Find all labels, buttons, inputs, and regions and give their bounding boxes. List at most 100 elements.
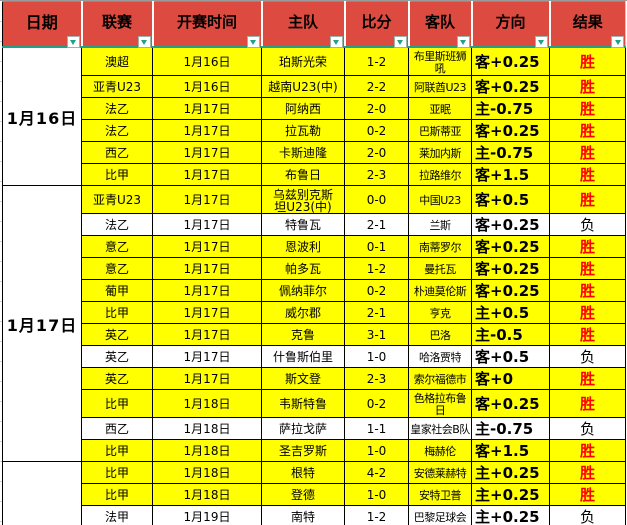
cell-result[interactable]: 胜	[549, 141, 626, 164]
cell-result[interactable]: 胜	[549, 257, 626, 280]
cell-away[interactable]: 中国U23	[408, 185, 472, 214]
cell-home[interactable]: 越南U23(中)	[261, 75, 345, 98]
cell-result[interactable]: 胜	[549, 235, 626, 258]
cell-time[interactable]: 1月17日	[152, 367, 262, 390]
cell-direction[interactable]: 主-0.5	[471, 323, 550, 346]
cell-league[interactable]: 意乙	[81, 235, 153, 258]
cell-away[interactable]: 曼托瓦	[408, 257, 472, 280]
filter-dropdown-icon[interactable]	[137, 36, 151, 48]
cell-result[interactable]: 胜	[549, 46, 626, 76]
cell-direction[interactable]: 主+0.25	[471, 505, 550, 525]
cell-score[interactable]: 2-3	[344, 367, 409, 390]
cell-home[interactable]: 圣吉罗斯	[261, 439, 345, 462]
cell-away[interactable]: 安德莱赫特	[408, 461, 472, 484]
cell-direction[interactable]: 客+1.5	[471, 439, 550, 462]
cell-away[interactable]: 朴迪莫伦斯	[408, 279, 472, 302]
cell-result[interactable]: 胜	[549, 185, 626, 214]
cell-away[interactable]: 皇家社会B队	[408, 417, 472, 440]
cell-score[interactable]: 3-1	[344, 323, 409, 346]
cell-score[interactable]: 0-0	[344, 185, 409, 214]
cell-away[interactable]: 梅赫伦	[408, 439, 472, 462]
column-header-date[interactable]: 日期	[2, 1, 83, 48]
cell-league[interactable]: 比甲	[81, 163, 153, 186]
cell-away[interactable]: 色格拉布鲁 日	[408, 389, 472, 418]
cell-score[interactable]: 0-1	[344, 235, 409, 258]
date-group-cell[interactable]	[2, 461, 82, 525]
cell-result[interactable]: 胜	[549, 461, 626, 484]
cell-direction[interactable]: 客+1.5	[471, 163, 550, 186]
column-header-time[interactable]: 开赛时间	[152, 1, 263, 48]
cell-away[interactable]: 阿联酋U23	[408, 75, 472, 98]
cell-direction[interactable]: 客+0.25	[471, 235, 550, 258]
cell-time[interactable]: 1月17日	[152, 119, 262, 142]
cell-time[interactable]: 1月18日	[152, 389, 262, 418]
cell-away[interactable]: 布里斯班狮 吼	[408, 46, 472, 76]
cell-away[interactable]: 哈洛贾特	[408, 345, 472, 368]
cell-league[interactable]: 葡甲	[81, 279, 153, 302]
cell-league[interactable]: 英乙	[81, 323, 153, 346]
cell-league[interactable]: 英乙	[81, 345, 153, 368]
cell-away[interactable]: 安特卫普	[408, 483, 472, 506]
cell-home[interactable]: 什鲁斯伯里	[261, 345, 345, 368]
cell-home[interactable]: 阿纳西	[261, 97, 345, 120]
cell-time[interactable]: 1月17日	[152, 97, 262, 120]
cell-direction[interactable]: 客+0.25	[471, 119, 550, 142]
cell-league[interactable]: 亚青U23	[81, 75, 153, 98]
cell-home[interactable]: 萨拉戈萨	[261, 417, 345, 440]
date-group-cell[interactable]: 1月17日	[2, 185, 82, 462]
cell-league[interactable]: 法乙	[81, 213, 153, 236]
cell-result[interactable]: 胜	[549, 323, 626, 346]
cell-score[interactable]: 2-1	[344, 301, 409, 324]
filter-dropdown-icon[interactable]	[534, 36, 548, 48]
cell-away[interactable]: 亨克	[408, 301, 472, 324]
cell-result[interactable]: 胜	[549, 439, 626, 462]
cell-home[interactable]: 特鲁瓦	[261, 213, 345, 236]
cell-home[interactable]: 恩波利	[261, 235, 345, 258]
cell-away[interactable]: 索尔福德市	[408, 367, 472, 390]
cell-home[interactable]: 韦斯特鲁	[261, 389, 345, 418]
cell-result[interactable]: 胜	[549, 97, 626, 120]
cell-direction[interactable]: 客+0.25	[471, 279, 550, 302]
cell-home[interactable]: 威尔郡	[261, 301, 345, 324]
column-header-direction[interactable]: 方向	[471, 1, 551, 48]
cell-league[interactable]: 比甲	[81, 389, 153, 418]
cell-time[interactable]: 1月17日	[152, 235, 262, 258]
cell-result[interactable]: 胜	[549, 367, 626, 390]
cell-score[interactable]: 1-0	[344, 439, 409, 462]
cell-score[interactable]: 2-1	[344, 213, 409, 236]
cell-home[interactable]: 珀斯光荣	[261, 46, 345, 76]
cell-score[interactable]: 4-2	[344, 461, 409, 484]
cell-result[interactable]: 胜	[549, 483, 626, 506]
cell-time[interactable]: 1月19日	[152, 505, 262, 525]
cell-direction[interactable]: 客+0.25	[471, 213, 550, 236]
cell-result[interactable]: 胜	[549, 75, 626, 98]
cell-time[interactable]: 1月18日	[152, 439, 262, 462]
column-header-away[interactable]: 客队	[408, 1, 473, 48]
cell-direction[interactable]: 主+0.5	[471, 301, 550, 324]
cell-league[interactable]: 法乙	[81, 119, 153, 142]
cell-home[interactable]: 乌兹别克斯 坦U23(中)	[261, 185, 345, 214]
cell-away[interactable]: 巴洛	[408, 323, 472, 346]
cell-direction[interactable]: 客+0.25	[471, 257, 550, 280]
cell-time[interactable]: 1月17日	[152, 213, 262, 236]
column-header-league[interactable]: 联赛	[81, 1, 154, 48]
cell-away[interactable]: 兰斯	[408, 213, 472, 236]
cell-time[interactable]: 1月18日	[152, 417, 262, 440]
cell-league[interactable]: 意乙	[81, 257, 153, 280]
cell-score[interactable]: 1-0	[344, 483, 409, 506]
cell-direction[interactable]: 主-0.75	[471, 97, 550, 120]
cell-away[interactable]: 亚眠	[408, 97, 472, 120]
cell-league[interactable]: 比甲	[81, 483, 153, 506]
cell-home[interactable]: 南特	[261, 505, 345, 525]
cell-time[interactable]: 1月16日	[152, 46, 262, 76]
cell-league[interactable]: 比甲	[81, 301, 153, 324]
cell-home[interactable]: 根特	[261, 461, 345, 484]
cell-away[interactable]: 巴斯蒂亚	[408, 119, 472, 142]
cell-time[interactable]: 1月17日	[152, 141, 262, 164]
cell-home[interactable]: 佩纳菲尔	[261, 279, 345, 302]
cell-time[interactable]: 1月18日	[152, 483, 262, 506]
cell-score[interactable]: 2-2	[344, 75, 409, 98]
cell-league[interactable]: 比甲	[81, 439, 153, 462]
cell-direction[interactable]: 主-0.75	[471, 141, 550, 164]
filter-dropdown-icon[interactable]	[329, 36, 343, 48]
